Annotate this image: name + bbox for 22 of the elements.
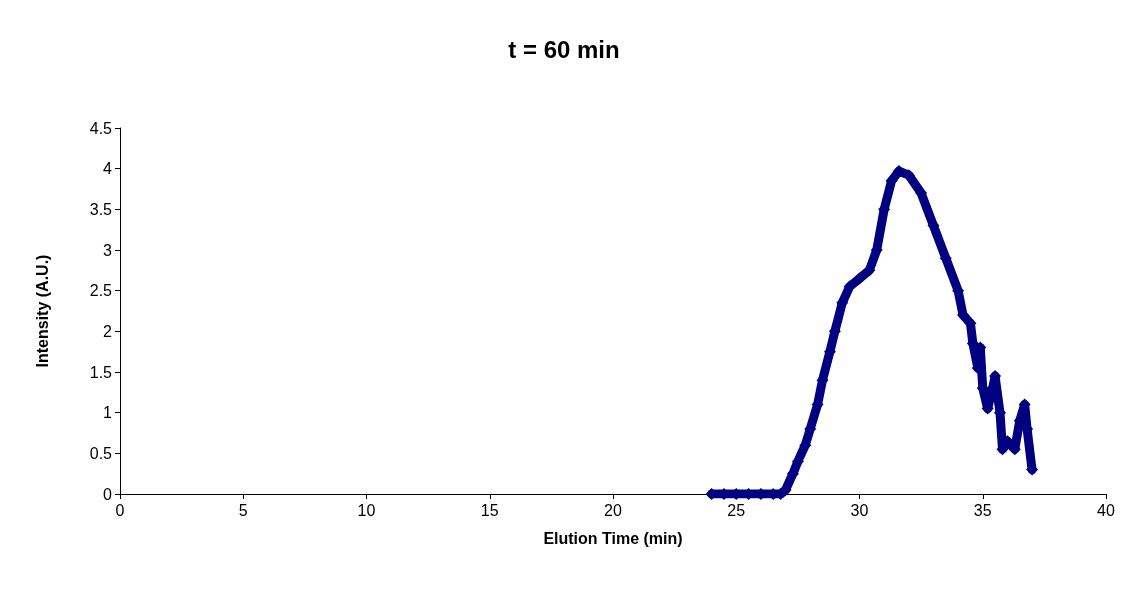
- y-tick-label: 3: [103, 241, 113, 259]
- y-tick-label: 0: [103, 485, 113, 503]
- y-tick-label: 2.5: [89, 282, 113, 300]
- x-tick-label: 40: [1097, 501, 1115, 519]
- x-tick-label: 10: [357, 501, 376, 519]
- y-tick-label: 3.5: [89, 200, 113, 218]
- x-axis-title: Elution Time (min): [543, 529, 683, 547]
- x-tick-label: 20: [604, 501, 622, 519]
- y-axis-title: Intensity (A.U.): [33, 254, 51, 368]
- y-tick-label: 1.5: [89, 363, 113, 381]
- chart-title: t = 60 min: [508, 35, 620, 63]
- x-tick-label: 5: [238, 501, 248, 519]
- x-tick-label: 15: [480, 501, 499, 519]
- x-tick-label: 0: [115, 501, 125, 519]
- y-tick-label: 0.5: [89, 444, 113, 462]
- y-tick-label: 2: [103, 322, 113, 340]
- x-tick-label: 35: [973, 501, 992, 519]
- y-tick-label: 4.5: [89, 119, 113, 137]
- x-tick-label: 30: [850, 501, 869, 519]
- y-tick-label: 4: [103, 160, 113, 178]
- x-tick-label: 25: [727, 501, 746, 519]
- y-tick-label: 1: [103, 404, 113, 422]
